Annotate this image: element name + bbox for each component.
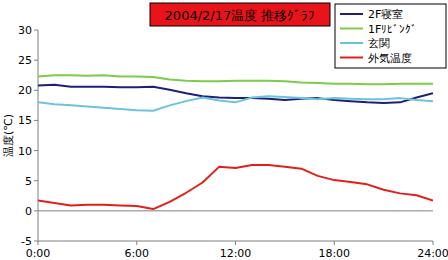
legend-label: 玄関: [368, 37, 390, 50]
x-tick-label: 6:00: [124, 247, 149, 260]
legend-swatch: [340, 13, 363, 15]
legend-label: 2F寝室: [368, 8, 403, 21]
y-tick-label: 30: [18, 24, 32, 37]
series-line: [38, 75, 433, 84]
y-tick: [34, 180, 38, 181]
legend-swatch: [340, 28, 363, 30]
x-tick: [433, 241, 434, 245]
x-tick-label: 12:00: [220, 247, 252, 260]
y-tick: [34, 90, 38, 91]
y-tick-label: 20: [18, 84, 32, 97]
x-tick-label: 18:00: [318, 247, 350, 260]
y-tick: [34, 60, 38, 61]
y-axis-label: 温度(℃): [2, 114, 15, 157]
legend-swatch: [340, 42, 363, 44]
y-tick-label: 15: [18, 114, 32, 127]
title-box: [150, 3, 330, 26]
legend-label: 外気温度: [368, 52, 412, 65]
y-axis: [38, 30, 39, 241]
series-line: [38, 165, 433, 209]
legend-swatch: [340, 57, 363, 59]
x-tick: [235, 241, 236, 245]
chart: -50510152025300:006:0012:0018:0024:00温度(…: [0, 0, 448, 260]
legend-box: [335, 4, 446, 68]
y-tick-label: 0: [25, 205, 32, 218]
y-tick: [34, 241, 38, 242]
y-tick: [34, 210, 38, 211]
x-tick-label: 24:00: [417, 247, 448, 260]
y-tick-label: 25: [18, 54, 32, 67]
title: 2004/2/17温度 推移ｸﾞﾗﾌ: [165, 8, 316, 23]
legend-label: 1Fﾘﾋﾞﾝｸﾞ: [368, 23, 417, 36]
y-tick-label: 5: [25, 175, 32, 188]
x-tick: [38, 241, 39, 245]
y-tick: [34, 150, 38, 151]
x-tick-label: 0:00: [26, 247, 51, 260]
y-tick-label: 10: [18, 145, 32, 158]
y-tick: [34, 120, 38, 121]
series-line: [38, 96, 433, 110]
y-tick: [34, 30, 38, 31]
x-tick: [136, 241, 137, 245]
zero-line: [38, 210, 433, 211]
plot-lines: [38, 75, 433, 209]
x-tick: [334, 241, 335, 245]
